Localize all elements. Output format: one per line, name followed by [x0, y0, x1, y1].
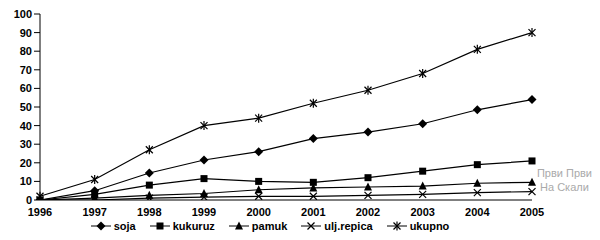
- svg-text:2003: 2003: [410, 206, 434, 218]
- svg-text:100: 100: [14, 8, 32, 20]
- svg-text:1997: 1997: [82, 206, 106, 218]
- html-text:soja: soja: [113, 220, 136, 232]
- svg-text:1996: 1996: [28, 206, 52, 218]
- html-text:pamuk: pamuk: [251, 220, 288, 232]
- html-text:Први Први: Први Први: [536, 167, 592, 179]
- svg-text:50: 50: [20, 101, 32, 113]
- svg-text:2004: 2004: [465, 206, 490, 218]
- svg-text:20: 20: [20, 157, 32, 169]
- svg-text:1999: 1999: [192, 206, 216, 218]
- svg-text:0: 0: [26, 194, 32, 206]
- svg-text:60: 60: [20, 82, 32, 94]
- svg-text:10: 10: [20, 175, 32, 187]
- svg-text:2005: 2005: [520, 206, 544, 218]
- html-text:kukuruz: kukuruz: [172, 220, 215, 232]
- html-text:ukupno: ukupno: [409, 220, 450, 232]
- svg-text:90: 90: [20, 27, 32, 39]
- svg-text:30: 30: [20, 138, 32, 150]
- html-text:ulj.repica: ulj.repica: [324, 220, 373, 232]
- svg-text:40: 40: [20, 120, 32, 132]
- svg-text:70: 70: [20, 64, 32, 76]
- svg-text:2000: 2000: [246, 206, 270, 218]
- svg-text:1998: 1998: [137, 206, 161, 218]
- svg-text:2001: 2001: [301, 206, 325, 218]
- svg-text:2002: 2002: [356, 206, 380, 218]
- html-text:На Скали: На Скали: [540, 181, 589, 193]
- svg-text:80: 80: [20, 45, 32, 57]
